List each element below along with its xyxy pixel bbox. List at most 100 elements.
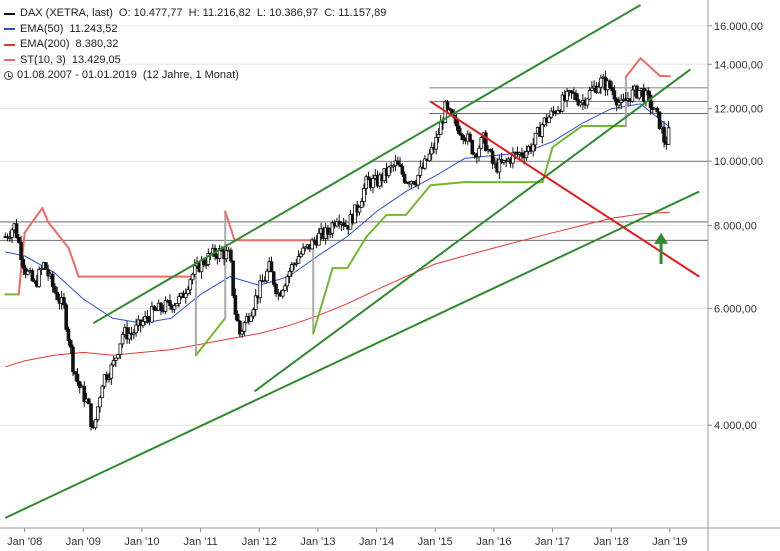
supertrend-segment bbox=[365, 213, 388, 238]
candle-body bbox=[269, 261, 274, 273]
candle-body bbox=[102, 374, 107, 387]
y-tick-label: 4.000,00 bbox=[714, 420, 757, 432]
candle-body bbox=[258, 280, 263, 299]
candle-body bbox=[662, 126, 666, 143]
candle-body bbox=[134, 324, 138, 334]
candle-body bbox=[44, 262, 48, 271]
candle-body bbox=[429, 146, 434, 155]
candle-body bbox=[229, 249, 233, 262]
candle-body bbox=[524, 151, 529, 159]
candle-body bbox=[77, 381, 82, 389]
candle-body bbox=[585, 98, 590, 106]
ema200-swatch bbox=[4, 43, 15, 46]
legend-duration: (12 Jahre, 1 Monat) bbox=[142, 69, 239, 81]
candle-body bbox=[73, 371, 78, 375]
candle-body bbox=[364, 176, 369, 189]
candle-body bbox=[398, 163, 402, 167]
candle-body bbox=[301, 247, 305, 255]
candle-body bbox=[251, 309, 256, 317]
candle-body bbox=[574, 92, 578, 101]
candle-body bbox=[610, 87, 614, 92]
supertrend-swatch bbox=[4, 59, 15, 62]
candle-body bbox=[168, 300, 172, 306]
x-tick-label: Jan '15 bbox=[418, 536, 453, 548]
candle-body bbox=[387, 166, 391, 177]
candle-body bbox=[479, 137, 484, 149]
legend-st-value: 13.429,05 bbox=[71, 53, 121, 66]
price-candles bbox=[3, 70, 671, 431]
candle-body bbox=[396, 160, 400, 165]
candle-body bbox=[95, 406, 100, 421]
candle-body bbox=[177, 296, 181, 304]
candle-body bbox=[132, 332, 136, 335]
candle-body bbox=[400, 165, 405, 175]
x-tick-label: Jan '18 bbox=[594, 536, 629, 548]
supertrend-segment bbox=[23, 207, 44, 234]
legend-st-row: ST(10, 3) 13.429,05 bbox=[4, 53, 386, 69]
candle-body bbox=[235, 313, 240, 322]
ema50-line bbox=[5, 103, 671, 324]
candle-body bbox=[116, 354, 120, 359]
candle-body bbox=[240, 330, 244, 335]
supertrend-segment bbox=[624, 57, 642, 78]
candle-body bbox=[411, 180, 416, 185]
candle-body bbox=[127, 333, 132, 340]
candle-body bbox=[26, 270, 30, 275]
candle-body bbox=[438, 121, 443, 135]
green-trendline bbox=[4, 190, 700, 519]
y-tick-label: 6.000,00 bbox=[714, 303, 757, 315]
candle-body bbox=[436, 134, 441, 138]
candle-body bbox=[111, 360, 116, 366]
candle-body bbox=[231, 260, 235, 296]
candle-body bbox=[497, 158, 502, 173]
candle-body bbox=[114, 357, 118, 361]
candle-body bbox=[445, 101, 450, 109]
candle-body bbox=[37, 269, 41, 287]
candle-body bbox=[461, 135, 466, 141]
candle-body bbox=[93, 419, 98, 429]
candle-body bbox=[657, 111, 662, 129]
candle-body bbox=[359, 201, 364, 208]
candle-body bbox=[53, 286, 57, 293]
candle-body bbox=[416, 174, 420, 186]
y-tick-label: 8.000,00 bbox=[714, 221, 757, 233]
ema200-line bbox=[5, 211, 670, 368]
supertrend-segment bbox=[404, 184, 432, 216]
green-trendline bbox=[253, 68, 691, 393]
candle-body bbox=[357, 206, 362, 213]
candle-body bbox=[418, 166, 423, 176]
candle-body bbox=[477, 147, 481, 158]
candle-body bbox=[533, 132, 538, 146]
legend-ema50-row: EMA(50) 11.243,52 bbox=[4, 22, 386, 38]
candle-body bbox=[233, 295, 238, 315]
candle-body bbox=[547, 116, 551, 123]
candle-body bbox=[82, 385, 87, 403]
x-tick-label: Jan '16 bbox=[476, 536, 511, 548]
candle-body bbox=[362, 188, 366, 202]
candle-body bbox=[290, 264, 294, 272]
candle-body bbox=[283, 285, 287, 291]
y-tick-label: 14.000,00 bbox=[714, 59, 763, 71]
candle-body bbox=[206, 253, 211, 265]
x-tick-label: Jan '19 bbox=[652, 536, 687, 548]
candle-body bbox=[145, 316, 150, 319]
candle-body bbox=[531, 144, 535, 152]
x-tick-label: Jan '08 bbox=[7, 536, 42, 548]
candle-body bbox=[190, 273, 195, 281]
candle-body bbox=[459, 133, 463, 136]
candle-body bbox=[648, 94, 653, 108]
candle-body bbox=[224, 250, 229, 260]
candle-body bbox=[249, 315, 253, 322]
candle-body bbox=[188, 279, 193, 291]
candle-body bbox=[576, 99, 581, 106]
candle-body bbox=[280, 289, 285, 297]
y-tick-label: 10.000,00 bbox=[714, 156, 763, 168]
legend-ohlc: O: 10.477,77 H: 11.216,82 L: 10.386,97 C… bbox=[118, 7, 387, 19]
candle-body bbox=[285, 276, 290, 287]
candle-body bbox=[46, 269, 50, 277]
candle-body bbox=[68, 340, 73, 348]
candle-body bbox=[39, 268, 44, 271]
supertrend-segment bbox=[224, 210, 236, 242]
candle-body bbox=[612, 90, 617, 100]
